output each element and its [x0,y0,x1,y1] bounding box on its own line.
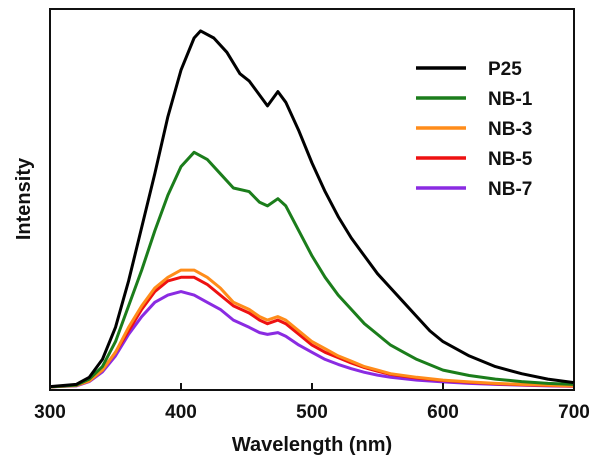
x-axis-title: Wavelength (nm) [232,434,392,456]
y-axis-title: Intensity [13,157,35,240]
series-line-nb-7 [49,290,575,389]
legend: P25 NB-1 NB-3 NB-5 NB-7 [416,59,533,200]
legend-label-p25: P25 [488,59,522,80]
series-line-nb-3 [49,268,575,389]
x-tick-label-300: 300 [34,402,66,423]
legend-label-nb-7: NB-7 [488,179,532,200]
legend-label-nb-3: NB-3 [488,119,532,140]
series-layer [49,29,575,389]
x-tick-label-400: 400 [165,402,197,423]
series-line-nb-5 [49,275,575,389]
legend-label-nb-5: NB-5 [488,149,533,170]
x-tick-label-500: 500 [296,402,328,423]
x-tick-label-700: 700 [558,402,590,423]
x-axis: 300 400 500 600 700 [34,383,590,423]
x-tick-label-600: 600 [427,402,459,423]
series-line-p25 [49,29,575,389]
series-line-nb-1 [49,150,575,389]
legend-label-nb-1: NB-1 [488,89,533,110]
